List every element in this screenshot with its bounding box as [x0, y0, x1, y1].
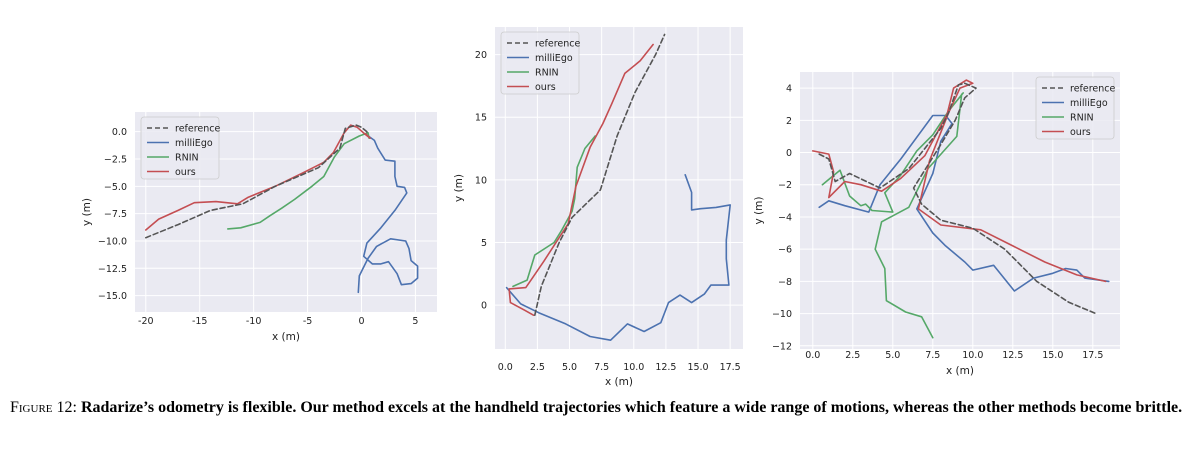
chart-panel-right: 0.0 2.5 5.0 7.5 10.0 12.5 15.0 17.5 4 2 0 −2 −4 −6 −8 −… — [753, 72, 1120, 377]
x-tick-label: 7.5 — [925, 350, 940, 361]
y-tick-label: −10 — [772, 309, 792, 320]
x-tick-label: -15 — [192, 316, 208, 327]
series-line-reference — [818, 82, 1097, 315]
y-tick-label: −12.5 — [98, 264, 127, 275]
legend-label-ours: ours — [535, 82, 556, 93]
x-tick-label: 5.0 — [885, 350, 900, 361]
y-axis-label: y (m) — [81, 198, 93, 226]
y-tick-label: 5 — [481, 238, 487, 249]
x-tick-label: 15.0 — [1042, 350, 1063, 361]
y-tick-label: −8 — [778, 277, 792, 288]
x-tick-label: 0.0 — [805, 350, 820, 361]
y-axis-label: y (m) — [753, 197, 765, 225]
y-tick-label: 2 — [786, 116, 792, 127]
x-axis-label: x (m) — [946, 365, 974, 377]
legend-label-milliEgo: milliEgo — [1070, 98, 1108, 109]
series-line-ours — [812, 79, 1107, 283]
y-tick-label: 0 — [786, 148, 792, 159]
series-line-milliEgo — [505, 174, 731, 341]
y-tick-label: 10 — [475, 175, 487, 186]
x-tick-label: -5 — [303, 316, 312, 327]
legend-box — [500, 31, 580, 95]
x-tick-label: 0.0 — [498, 362, 513, 373]
y-tick-label: −5.0 — [104, 182, 127, 193]
figure-odometry-trajectories: -20 -15 -10 -5 0 5 0.0 −2.5 −5.0 −7.5 −10.0 −12.5 −1… — [81, 27, 1120, 388]
x-tick-label: 17.5 — [720, 362, 741, 373]
x-tick-label: 12.5 — [1002, 350, 1023, 361]
x-tick-label: 2.5 — [845, 350, 860, 361]
x-tick-label: 2.5 — [530, 362, 545, 373]
x-tick-label: 12.5 — [655, 362, 676, 373]
x-tick-label: 10.0 — [623, 362, 644, 373]
legend-label-milliEgo: milliEgo — [535, 53, 573, 64]
y-tick-label: −7.5 — [104, 209, 127, 220]
figure-caption: Figure 12: Radarize’s odometry is flexib… — [10, 397, 1195, 419]
legend: reference milliEgo RNIN ours — [1035, 76, 1116, 140]
legend-label-reference: reference — [535, 39, 581, 50]
y-tick-label: −12 — [772, 341, 792, 352]
legend-label-ours: ours — [175, 167, 196, 178]
x-axis-label: x (m) — [272, 331, 300, 343]
legend-label-milliEgo: milliEgo — [175, 138, 213, 149]
figure-label: Figure 12: — [10, 399, 77, 416]
legend-label-RNIN: RNIN — [535, 68, 559, 79]
y-tick-label: 15 — [475, 113, 487, 124]
y-tick-label: −6 — [778, 245, 792, 256]
x-tick-label: -10 — [246, 316, 262, 327]
figure-caption-text: Radarize’s odometry is flexible. Our met… — [80, 399, 1183, 416]
x-tick-label: 17.5 — [1082, 350, 1103, 361]
legend-label-RNIN: RNIN — [175, 153, 199, 164]
legend-label-RNIN: RNIN — [1070, 113, 1094, 124]
y-tick-label: −4 — [778, 212, 792, 223]
x-tick-label: 0 — [358, 316, 364, 327]
series-line-milliEgo — [818, 114, 1110, 292]
legend-label-reference: reference — [1070, 84, 1116, 95]
x-tick-label: 7.5 — [594, 362, 609, 373]
series-line-RNIN — [512, 135, 596, 288]
x-tick-label: 10.0 — [962, 350, 983, 361]
series-line-milliEgo — [357, 134, 419, 294]
legend: reference milliEgo RNIN ours — [140, 116, 221, 180]
series-line-reference — [145, 124, 368, 239]
y-tick-label: −15.0 — [98, 291, 127, 302]
chart-panel-left: -20 -15 -10 -5 0 5 0.0 −2.5 −5.0 −7.5 −10.0 −12.5 −1… — [81, 112, 437, 343]
y-tick-label: 20 — [475, 50, 487, 61]
y-tick-label: −10.0 — [98, 236, 127, 247]
y-tick-label: 0.0 — [112, 127, 127, 138]
series-line-ours — [145, 124, 371, 231]
legend-label-reference: reference — [175, 124, 221, 135]
y-tick-label: −2.5 — [104, 154, 127, 165]
legend-box — [1035, 76, 1115, 140]
x-tick-label: 5.0 — [562, 362, 577, 373]
legend-label-ours: ours — [1070, 127, 1091, 138]
y-tick-label: 4 — [786, 84, 792, 95]
x-axis-label: x (m) — [605, 376, 633, 388]
x-tick-label: 5 — [412, 316, 418, 327]
series-line-reference — [534, 33, 666, 316]
y-tick-label: −2 — [778, 180, 792, 191]
legend-box — [140, 116, 220, 180]
x-tick-label: 15.0 — [687, 362, 708, 373]
series-line-RNIN — [227, 132, 370, 230]
y-axis-label: y (m) — [453, 174, 465, 202]
chart-panel-middle: 0.0 2.5 5.0 7.5 10.0 12.5 15.0 17.5 0 5 10 15 20 x (m… — [453, 27, 743, 388]
y-tick-label: 0 — [481, 301, 487, 312]
x-tick-label: -20 — [138, 316, 154, 327]
legend: reference milliEgo RNIN ours — [500, 31, 581, 95]
